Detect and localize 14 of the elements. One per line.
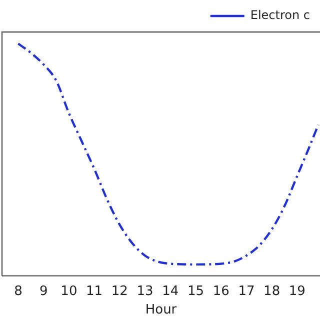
- x-tick-label: 12: [111, 284, 128, 299]
- legend-label: Electron c: [250, 8, 310, 22]
- x-axis-title: Hour: [145, 302, 178, 318]
- x-tick-label: 18: [264, 284, 280, 299]
- x-tick-label: 15: [187, 284, 204, 299]
- x-tick-label: 13: [136, 284, 154, 299]
- x-tick-label: 14: [162, 284, 179, 299]
- x-tick-label: 8: [14, 284, 22, 299]
- x-tick-label: 9: [39, 284, 48, 299]
- x-tick-label: 17: [238, 284, 255, 299]
- x-tick-label: 19: [288, 284, 306, 299]
- x-tick-label: 10: [60, 284, 78, 299]
- x-tick-label: 16: [212, 284, 230, 299]
- x-tick-label: 11: [86, 284, 103, 299]
